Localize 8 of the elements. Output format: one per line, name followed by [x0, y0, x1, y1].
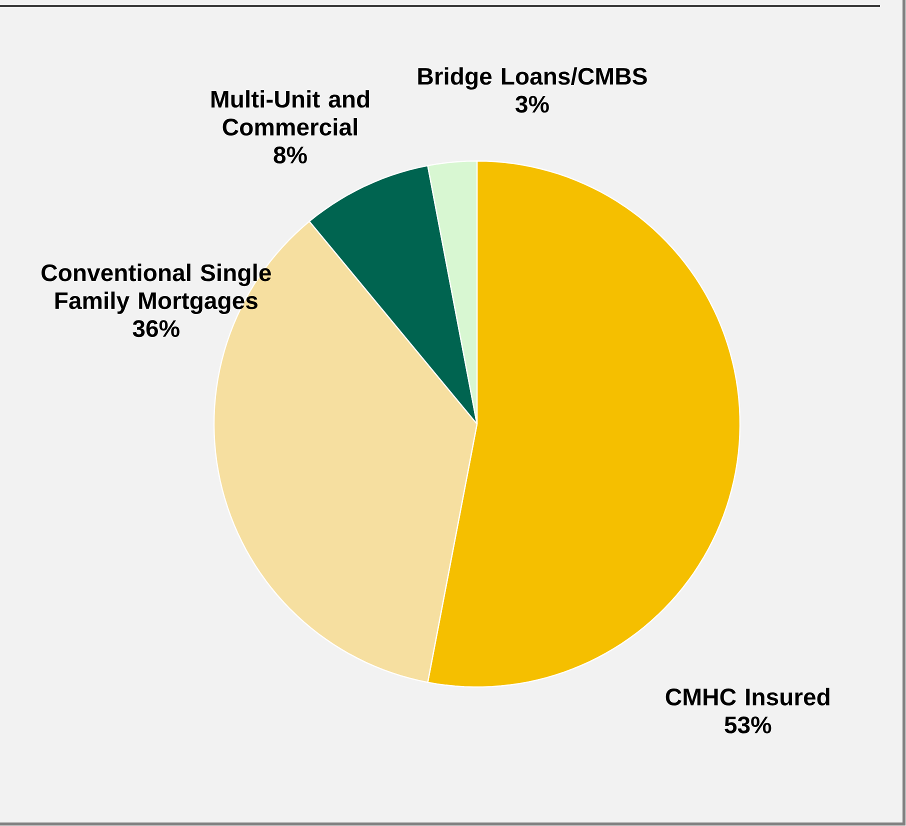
slice-label: Multi-Unit and Commercial	[212, 90, 370, 136]
data-label: 8%	[274, 146, 307, 164]
slice-label: Conventional Single Family Mortgages	[42, 264, 271, 314]
data-label: 3%	[516, 96, 549, 113]
data-label: 53%	[724, 716, 772, 734]
slice-label: CMHC Insured	[666, 688, 830, 706]
slice-label: Bridge Loans/CMBS	[418, 67, 647, 90]
data-label: 36%	[132, 320, 180, 338]
